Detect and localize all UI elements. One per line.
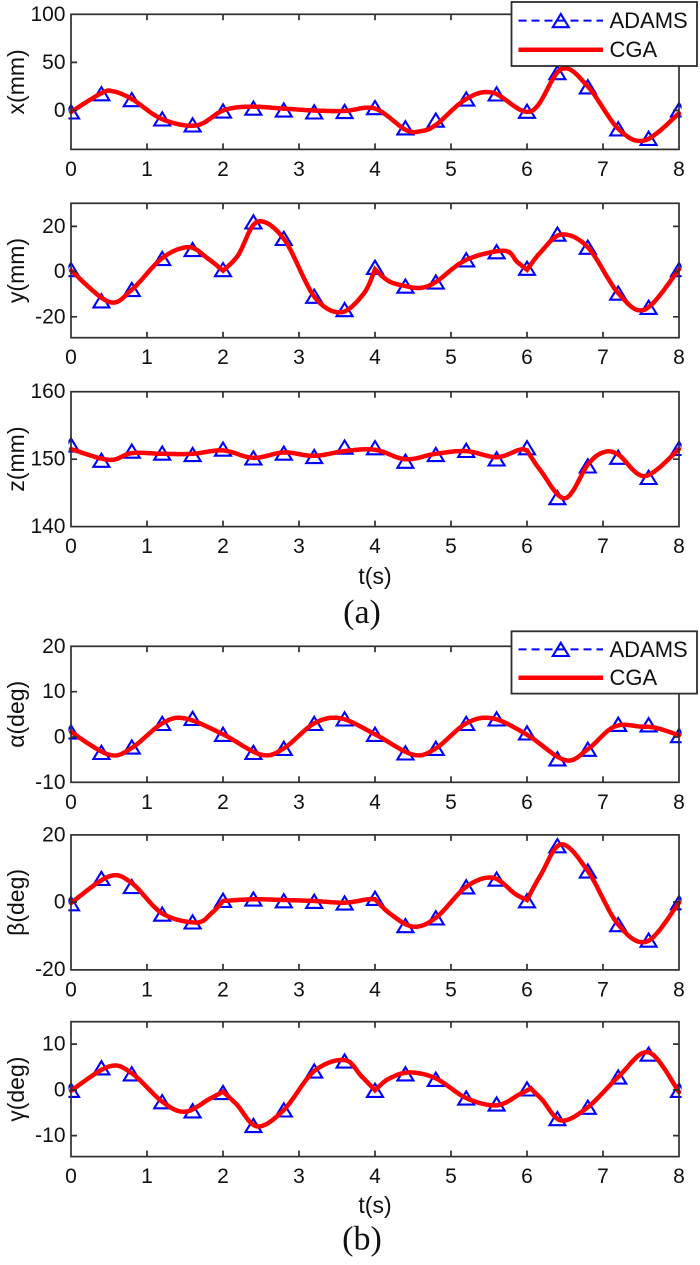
svg-text:10: 10 bbox=[42, 1033, 65, 1056]
svg-text:160: 160 bbox=[30, 380, 65, 403]
svg-text:1: 1 bbox=[141, 158, 153, 181]
svg-text:8: 8 bbox=[673, 791, 685, 814]
svg-text:4: 4 bbox=[369, 535, 381, 558]
svg-text:20: 20 bbox=[42, 215, 65, 238]
svg-text:100: 100 bbox=[30, 3, 65, 26]
svg-text:8: 8 bbox=[673, 978, 685, 1001]
svg-text:8: 8 bbox=[673, 158, 685, 181]
svg-text:4: 4 bbox=[369, 1165, 381, 1188]
svg-text:5: 5 bbox=[445, 158, 457, 181]
svg-text:β(deg): β(deg) bbox=[3, 869, 29, 936]
svg-text:(b): (b) bbox=[342, 1221, 382, 1258]
svg-text:1: 1 bbox=[141, 791, 153, 814]
svg-text:7: 7 bbox=[597, 1165, 609, 1188]
svg-text:0: 0 bbox=[54, 1078, 66, 1101]
svg-text:8: 8 bbox=[673, 535, 685, 558]
svg-text:0: 0 bbox=[54, 726, 66, 749]
svg-text:0: 0 bbox=[65, 791, 77, 814]
svg-text:0: 0 bbox=[65, 1165, 77, 1188]
svg-text:7: 7 bbox=[597, 346, 609, 369]
svg-text:7: 7 bbox=[597, 791, 609, 814]
svg-text:8: 8 bbox=[673, 346, 685, 369]
svg-text:6: 6 bbox=[521, 791, 533, 814]
svg-text:(a): (a) bbox=[343, 594, 381, 631]
svg-text:-20: -20 bbox=[35, 305, 65, 328]
svg-text:ADAMS: ADAMS bbox=[610, 637, 688, 662]
svg-text:1: 1 bbox=[141, 535, 153, 558]
svg-text:8: 8 bbox=[673, 1165, 685, 1188]
svg-text:7: 7 bbox=[597, 978, 609, 1001]
svg-text:2: 2 bbox=[217, 346, 229, 369]
svg-text:2: 2 bbox=[217, 791, 229, 814]
svg-text:4: 4 bbox=[369, 978, 381, 1001]
svg-text:0: 0 bbox=[54, 891, 66, 914]
svg-text:20: 20 bbox=[42, 635, 65, 658]
svg-text:z(mm): z(mm) bbox=[3, 427, 29, 492]
svg-text:5: 5 bbox=[445, 1165, 457, 1188]
svg-text:150: 150 bbox=[30, 448, 65, 471]
svg-text:0: 0 bbox=[54, 260, 66, 283]
svg-text:1: 1 bbox=[141, 346, 153, 369]
svg-text:3: 3 bbox=[293, 1165, 305, 1188]
svg-text:5: 5 bbox=[445, 791, 457, 814]
svg-text:CGA: CGA bbox=[610, 665, 658, 690]
svg-text:6: 6 bbox=[521, 535, 533, 558]
svg-text:5: 5 bbox=[445, 978, 457, 1001]
svg-text:3: 3 bbox=[293, 346, 305, 369]
svg-text:x(mm): x(mm) bbox=[3, 49, 29, 114]
svg-text:7: 7 bbox=[597, 535, 609, 558]
svg-text:10: 10 bbox=[42, 680, 65, 703]
svg-text:t(s): t(s) bbox=[358, 563, 391, 589]
svg-text:3: 3 bbox=[293, 158, 305, 181]
svg-text:0: 0 bbox=[65, 535, 77, 558]
svg-text:7: 7 bbox=[597, 158, 609, 181]
svg-text:y(mm): y(mm) bbox=[3, 238, 29, 303]
svg-text:6: 6 bbox=[521, 1165, 533, 1188]
svg-text:ADAMS: ADAMS bbox=[610, 8, 688, 33]
svg-text:-20: -20 bbox=[35, 958, 65, 981]
svg-text:4: 4 bbox=[369, 346, 381, 369]
svg-text:20: 20 bbox=[42, 823, 65, 846]
svg-text:-10: -10 bbox=[35, 771, 65, 794]
svg-text:6: 6 bbox=[521, 346, 533, 369]
svg-text:2: 2 bbox=[217, 535, 229, 558]
svg-text:140: 140 bbox=[30, 515, 65, 538]
svg-text:2: 2 bbox=[217, 158, 229, 181]
svg-text:0: 0 bbox=[65, 346, 77, 369]
svg-text:2: 2 bbox=[217, 1165, 229, 1188]
svg-text:6: 6 bbox=[521, 978, 533, 1001]
svg-text:t(s): t(s) bbox=[358, 1192, 391, 1218]
svg-text:3: 3 bbox=[293, 978, 305, 1001]
svg-text:3: 3 bbox=[293, 791, 305, 814]
svg-text:γ(deg): γ(deg) bbox=[3, 1057, 29, 1122]
svg-text:5: 5 bbox=[445, 535, 457, 558]
svg-text:CGA: CGA bbox=[610, 37, 658, 62]
svg-text:2: 2 bbox=[217, 978, 229, 1001]
svg-text:50: 50 bbox=[42, 51, 65, 74]
svg-text:0: 0 bbox=[65, 158, 77, 181]
svg-text:0: 0 bbox=[54, 99, 66, 122]
svg-text:α(deg): α(deg) bbox=[3, 681, 29, 748]
svg-text:6: 6 bbox=[521, 158, 533, 181]
svg-text:0: 0 bbox=[65, 978, 77, 1001]
svg-text:-10: -10 bbox=[35, 1124, 65, 1147]
svg-text:1: 1 bbox=[141, 978, 153, 1001]
svg-text:1: 1 bbox=[141, 1165, 153, 1188]
svg-text:5: 5 bbox=[445, 346, 457, 369]
svg-text:4: 4 bbox=[369, 791, 381, 814]
svg-text:3: 3 bbox=[293, 535, 305, 558]
svg-text:4: 4 bbox=[369, 158, 381, 181]
